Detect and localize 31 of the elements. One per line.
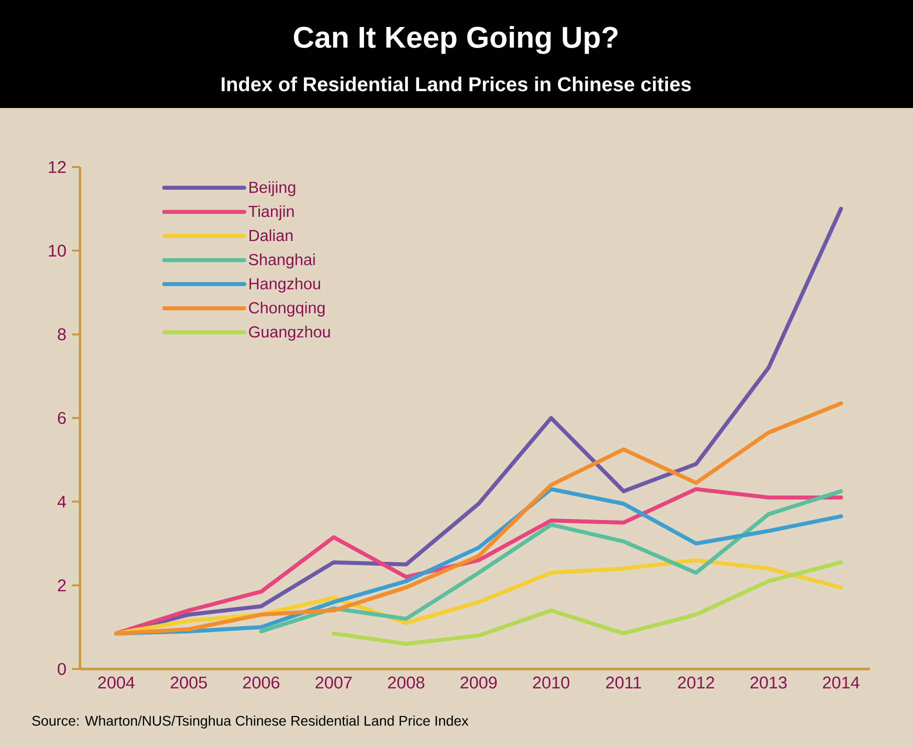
x-tick-label: 2012 <box>678 676 714 689</box>
line-series <box>259 489 844 634</box>
legend-label: Hangzhou <box>250 278 320 293</box>
legend-label: Guangzhou <box>249 326 330 341</box>
legend-label: Dalian <box>250 229 293 242</box>
x-tick-label: 2011 <box>606 676 642 689</box>
x-tick-label: 2008 <box>388 676 424 689</box>
legend-label: Beijing <box>250 181 296 196</box>
chart-subtitle: Index of Residential Land Prices in Chinese cities <box>222 76 691 92</box>
x-tick-label: 2014 <box>822 676 860 689</box>
x-tick-label: 2005 <box>170 676 207 689</box>
x-tick-label: 2009 <box>460 676 497 689</box>
legend-label: Chongqing <box>249 302 325 317</box>
chart-title: Can It Keep Going Up? <box>294 26 618 54</box>
legend-label: Shanghai <box>248 254 315 268</box>
y-tick-label: 6 <box>58 412 66 424</box>
line-series <box>332 560 844 646</box>
y-tick-label: 10 <box>48 244 66 257</box>
x-tick-label: 2007 <box>316 676 352 689</box>
x-tick-label: 2010 <box>533 676 570 689</box>
x-tick-label: 2004 <box>98 676 135 689</box>
x-tick-label: 2006 <box>243 676 280 689</box>
x-tick-label: 2013 <box>750 676 787 689</box>
y-tick-label: 8 <box>58 328 66 340</box>
source-note: Source: Wharton/NUS/Tsinghua Chinese Residential Land Price Index <box>32 715 468 729</box>
line-series <box>114 401 844 636</box>
y-tick-label: 2 <box>58 579 66 592</box>
y-tick-label: 12 <box>48 161 66 173</box>
y-tick-label: 0 <box>58 662 66 676</box>
legend-label: Tianjin <box>248 205 294 220</box>
y-tick-label: 4 <box>57 496 66 508</box>
